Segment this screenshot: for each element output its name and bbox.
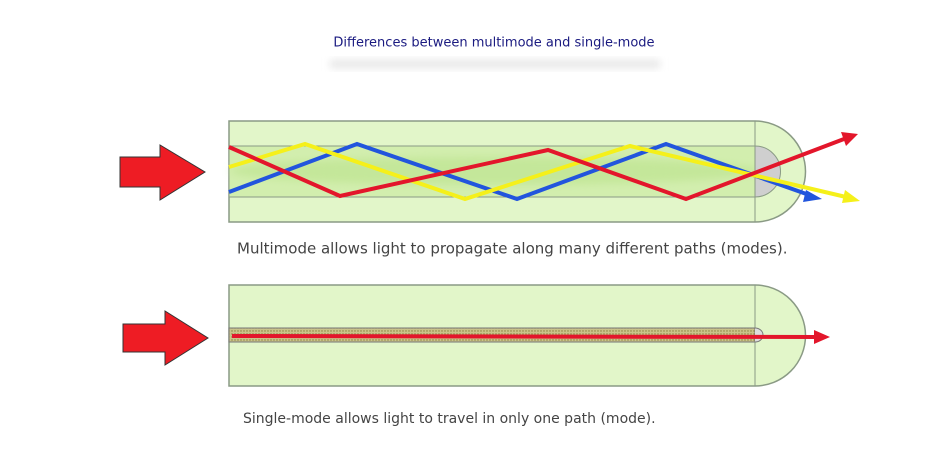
- caption: Multimode allows light to propagate alon…: [237, 240, 787, 258]
- title: Differences between multimode and single…: [333, 36, 654, 51]
- caption: Single-mode allows light to travel in on…: [243, 411, 656, 427]
- single-mode-fiber: [122, 284, 830, 387]
- multimode-fiber: [119, 120, 860, 223]
- blurred-text: [330, 60, 660, 68]
